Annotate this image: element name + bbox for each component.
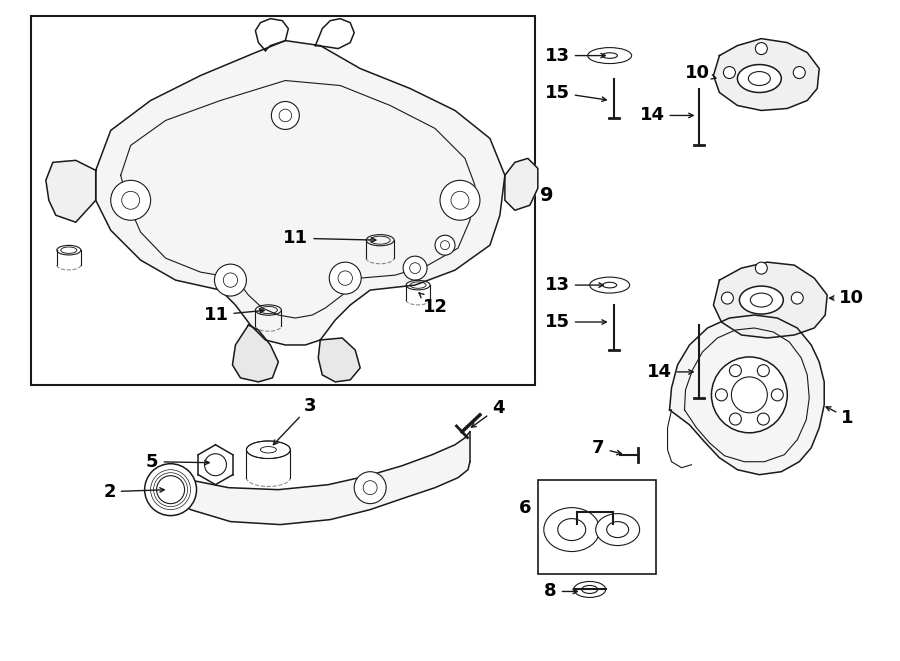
Polygon shape (670, 315, 824, 475)
Circle shape (329, 262, 361, 294)
Circle shape (711, 357, 788, 433)
Text: 9: 9 (540, 186, 554, 205)
Circle shape (355, 472, 386, 504)
Circle shape (758, 365, 770, 377)
Circle shape (214, 264, 247, 296)
Text: 10: 10 (830, 289, 864, 307)
Text: 4: 4 (472, 399, 504, 427)
Circle shape (793, 67, 806, 79)
Polygon shape (714, 38, 819, 110)
Text: 12: 12 (419, 293, 447, 316)
Polygon shape (166, 432, 470, 525)
Text: 13: 13 (544, 46, 606, 65)
Circle shape (755, 42, 768, 55)
Text: 11: 11 (284, 229, 376, 247)
Text: 11: 11 (203, 306, 264, 324)
Circle shape (403, 256, 427, 280)
Text: 14: 14 (646, 363, 693, 381)
Text: 8: 8 (544, 582, 578, 600)
Circle shape (440, 180, 480, 220)
Circle shape (791, 292, 804, 304)
Circle shape (145, 464, 196, 516)
Ellipse shape (590, 277, 630, 293)
Circle shape (729, 413, 742, 425)
Circle shape (755, 262, 768, 274)
Circle shape (729, 365, 742, 377)
Polygon shape (95, 40, 505, 345)
Ellipse shape (740, 286, 783, 314)
Ellipse shape (596, 514, 640, 545)
Text: 14: 14 (640, 106, 693, 124)
Text: 1: 1 (826, 407, 854, 427)
Circle shape (771, 389, 783, 401)
Text: 15: 15 (544, 313, 607, 331)
Circle shape (758, 413, 770, 425)
Ellipse shape (737, 65, 781, 93)
Circle shape (111, 180, 150, 220)
Bar (31, 16, 535, 385)
Ellipse shape (588, 48, 632, 63)
Text: 2: 2 (104, 483, 165, 500)
Ellipse shape (573, 582, 606, 598)
Text: 13: 13 (544, 276, 603, 294)
Text: 15: 15 (544, 83, 607, 102)
Circle shape (435, 235, 455, 255)
Bar (538, 480, 655, 574)
Polygon shape (714, 262, 827, 338)
Text: 7: 7 (592, 439, 621, 457)
Text: 10: 10 (685, 63, 716, 81)
Circle shape (272, 102, 300, 130)
Polygon shape (46, 161, 95, 222)
Polygon shape (232, 325, 278, 382)
Circle shape (724, 67, 735, 79)
Polygon shape (505, 159, 538, 210)
Text: 6: 6 (519, 498, 532, 517)
Circle shape (716, 389, 727, 401)
Circle shape (722, 292, 734, 304)
Polygon shape (319, 338, 360, 382)
Ellipse shape (544, 508, 599, 551)
Text: 5: 5 (146, 453, 209, 471)
Text: 3: 3 (274, 397, 317, 445)
